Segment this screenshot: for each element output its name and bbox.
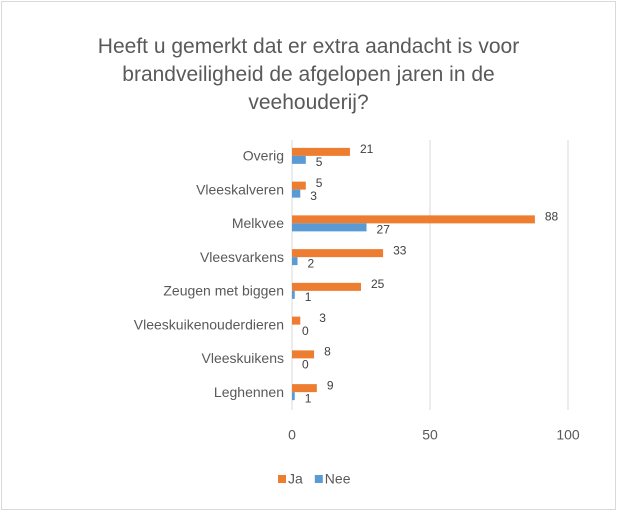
bar [292,155,306,164]
value-label: 2 [308,256,315,270]
bar [292,316,301,325]
value-label: 1 [305,290,312,304]
legend-swatch [278,475,286,483]
bar [292,147,350,156]
bar [292,257,298,266]
value-label: 25 [371,277,385,291]
bar [292,282,361,291]
y-tick-label: Vleeskuikenouderdieren [134,316,284,332]
y-tick-label: Vleeskuikens [202,350,285,366]
value-label: 3 [319,311,326,325]
legend-label: Ja [288,471,303,487]
value-label: 21 [360,142,374,156]
y-tick-label: Melkvee [232,215,284,231]
bar [292,189,301,198]
title-box: Heeft u gemerkt dat er extra aandacht is… [0,33,617,117]
value-label: 8 [324,345,331,359]
x-tick-label: 50 [422,427,438,443]
value-label: 33 [393,243,407,257]
value-label: 0 [302,324,309,338]
value-label: 3 [310,189,317,203]
value-label: 27 [377,223,391,237]
chart-title: Heeft u gemerkt dat er extra aandacht is… [97,35,520,114]
bar [292,215,535,224]
value-label: 5 [316,176,323,190]
y-tick-label: Overig [243,148,284,164]
value-label: 88 [545,210,559,224]
bar [292,249,384,258]
bar [292,384,317,393]
y-tick-label: Leghennen [214,384,284,400]
bar [292,290,295,299]
value-label: 9 [327,378,334,392]
value-label: 0 [302,358,309,372]
y-tick-label: Vleesvarkens [200,249,284,265]
value-label: 5 [316,155,323,169]
y-tick-label: Vleeskalveren [196,181,284,197]
bar [292,392,295,401]
x-tick-label: 0 [288,427,296,443]
legend-label: Nee [325,471,351,487]
bar [292,181,306,190]
y-tick-label: Zeugen met biggen [163,283,284,299]
legend-swatch [314,475,323,483]
bar [292,223,367,232]
x-tick-label: 100 [556,427,580,443]
value-label: 1 [305,391,312,405]
bar [292,350,315,359]
